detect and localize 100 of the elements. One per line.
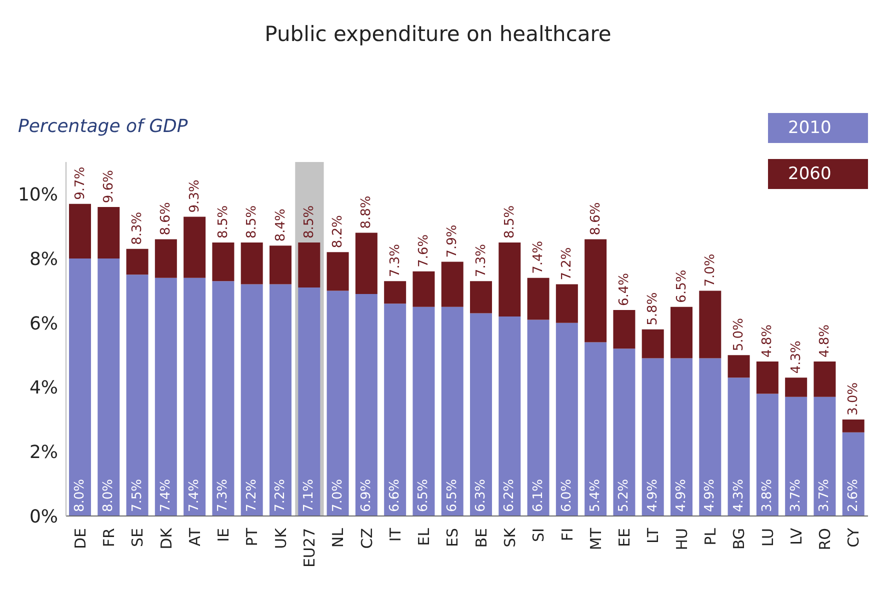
x-tick-label: DE: [71, 528, 90, 550]
bar: [756, 362, 778, 394]
data-label: 4.9%: [645, 478, 660, 512]
x-tick-label: PL: [701, 527, 720, 546]
x-tick-label: IE: [214, 528, 233, 542]
data-label: 7.2%: [244, 478, 260, 512]
data-label: 6.3%: [474, 478, 488, 512]
bar: [355, 294, 378, 516]
annotation: 8.5%: [244, 205, 260, 238]
x-tick-label: CZ: [358, 528, 376, 549]
data-label: 3.8%: [760, 478, 775, 512]
x-tick-label: AT: [186, 527, 204, 546]
data-label: 5.2%: [616, 478, 632, 512]
x-tick-label: SE: [128, 528, 147, 547]
data-label: 4.9%: [674, 478, 689, 512]
annotation: 7.2%: [560, 247, 575, 280]
data-label: 6.5%: [444, 478, 460, 512]
x-tick-label: SI: [530, 528, 548, 542]
annotation: 3.0%: [846, 382, 862, 416]
bar: [98, 258, 120, 516]
x-tick-label: DK: [157, 526, 176, 550]
data-label: 7.5%: [130, 478, 145, 512]
data-label: 7.1%: [302, 478, 317, 512]
data-label: 8.0%: [101, 478, 116, 512]
x-tick-label: BE: [472, 528, 490, 548]
x-tick-label: LT: [644, 527, 662, 544]
annotation: 9.3%: [187, 180, 202, 213]
bar: [126, 274, 148, 516]
data-label: 7.4%: [158, 478, 174, 512]
annotation: 8.3%: [130, 212, 146, 245]
x-tick-label: MT: [586, 527, 605, 550]
bar: [670, 306, 692, 358]
x-tick-label: ES: [444, 528, 462, 547]
data-label: 8.0%: [72, 478, 88, 512]
bar: [184, 216, 206, 278]
x-tick-label: UK: [272, 526, 290, 549]
x-tick-label: LU: [758, 528, 777, 547]
x-tick-label: NL: [329, 527, 348, 548]
y-tick-label: 2%: [29, 442, 58, 464]
x-tick-label: FI: [558, 528, 576, 542]
data-label: 6.1%: [530, 478, 546, 512]
bar: [212, 242, 234, 282]
bar: [412, 271, 435, 307]
annotation: 8.6%: [588, 202, 604, 236]
bar: [556, 284, 578, 323]
y-axis-title: Percentage of GDP: [18, 116, 188, 137]
annotation: 7.3%: [474, 244, 489, 278]
bar: [613, 348, 636, 516]
annotation: 8.8%: [359, 196, 374, 229]
bar: [154, 239, 177, 278]
x-tick-label: FR: [100, 528, 118, 548]
bar: [842, 419, 864, 432]
x-tick-label: EE: [616, 528, 634, 547]
bar: [240, 284, 263, 516]
bar: [584, 342, 607, 516]
x-tick-label: CY: [844, 527, 863, 548]
data-label: 7.2%: [273, 478, 288, 512]
bar: [326, 252, 349, 291]
data-label: 6.0%: [559, 478, 574, 512]
bar: [613, 310, 636, 349]
annotation: 9.7%: [72, 166, 88, 200]
annotation: 7.6%: [416, 234, 432, 268]
data-label: 7.3%: [216, 478, 231, 512]
bar: [785, 396, 808, 516]
data-label: 3.7%: [817, 478, 832, 512]
bar: [728, 378, 750, 516]
bar: [69, 204, 91, 259]
bar: [527, 320, 550, 516]
data-label: 6.9%: [358, 478, 374, 512]
x-tick-label: RO: [816, 528, 834, 550]
data-label: 7.0%: [330, 478, 346, 512]
text: 2010: [768, 113, 868, 143]
bar: [728, 355, 750, 378]
annotation: 8.5%: [216, 205, 232, 238]
x-tick-label: EU27: [300, 528, 318, 568]
data-label: 6.5%: [416, 478, 432, 512]
y-tick-label: 6%: [29, 313, 58, 334]
bar: [298, 242, 320, 288]
data-label: 7.4%: [187, 478, 202, 512]
y-tick-label: 4%: [29, 378, 58, 399]
annotation: 9.6%: [101, 170, 116, 204]
annotation: 7.9%: [445, 224, 460, 258]
bar: [98, 207, 120, 259]
bar: [69, 258, 91, 516]
bar: [699, 358, 722, 516]
bar: [470, 281, 492, 314]
bar: [527, 278, 550, 320]
bar: [556, 322, 578, 516]
text: 2060: [768, 159, 868, 189]
bar: [441, 262, 464, 307]
bar: [240, 242, 263, 284]
bar: [842, 432, 864, 516]
data-label: 5.4%: [588, 478, 604, 512]
bar: [498, 242, 521, 316]
annotation: 7.3%: [388, 244, 403, 278]
annotation: 8.2%: [330, 215, 346, 248]
x-tick-label: SK: [500, 526, 519, 548]
bar: [326, 290, 349, 516]
data-label: 2.6%: [846, 478, 861, 512]
x-tick-label: IT: [386, 527, 404, 542]
